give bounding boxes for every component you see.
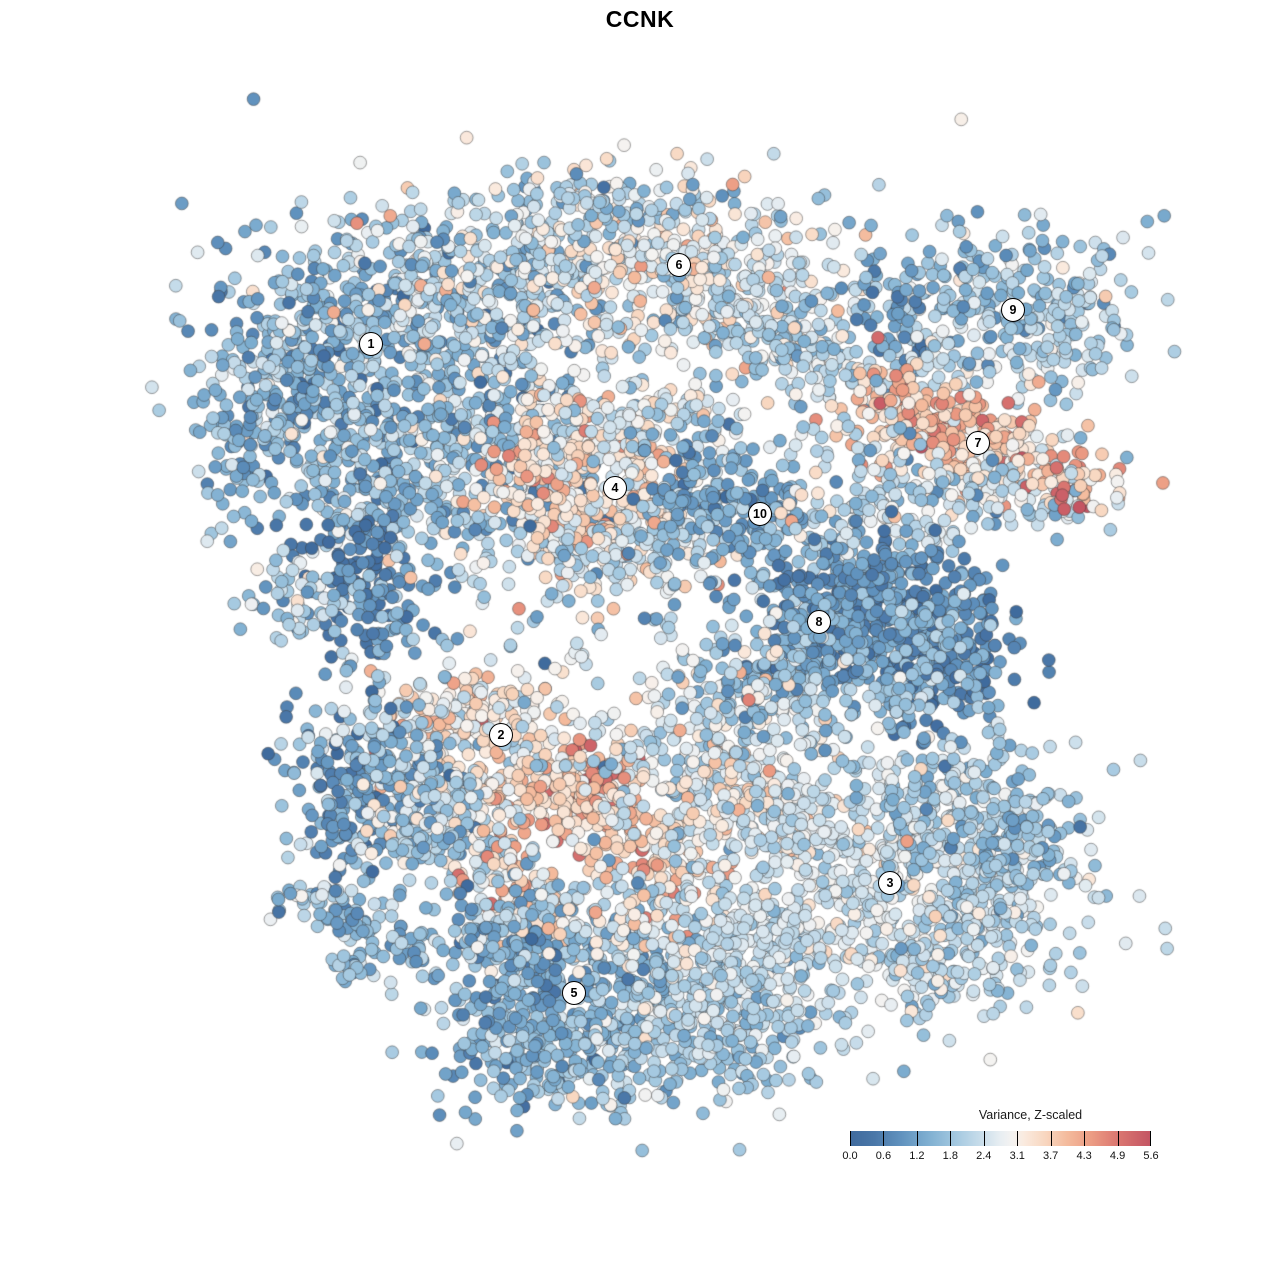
cluster-label-10: 10 bbox=[748, 502, 772, 526]
colorbar-tick-label: 2.4 bbox=[976, 1150, 992, 1162]
colorbar-gradient bbox=[850, 1131, 1151, 1146]
colorbar-title: Variance, Z-scaled bbox=[978, 1108, 1083, 1122]
colorbar-tick-mark bbox=[883, 1131, 885, 1146]
cluster-label-4: 4 bbox=[603, 476, 627, 500]
colorbar-tick-label: 0.6 bbox=[875, 1150, 892, 1162]
colorbar-tick-label: 4.3 bbox=[1076, 1150, 1092, 1162]
cluster-label-6: 6 bbox=[667, 253, 691, 277]
colorbar-tick-mark bbox=[950, 1131, 952, 1146]
colorbar-tick-mark bbox=[1117, 1131, 1119, 1146]
cluster-label-3: 3 bbox=[878, 871, 902, 895]
colorbar-tick-label: 0.0 bbox=[842, 1150, 858, 1162]
colorbar-tick-label: 1.8 bbox=[942, 1150, 958, 1162]
colorbar-tick-label: 1.2 bbox=[909, 1150, 925, 1162]
cluster-label-5: 5 bbox=[562, 981, 586, 1005]
colorbar-tick-mark bbox=[1050, 1131, 1052, 1146]
cluster-label-7: 7 bbox=[966, 431, 990, 455]
cluster-label-8: 8 bbox=[807, 610, 831, 634]
cluster-label-9: 9 bbox=[1001, 298, 1025, 322]
colorbar-tick-label: 3.1 bbox=[1009, 1150, 1025, 1162]
colorbar-tick-mark bbox=[983, 1131, 985, 1146]
colorbar-tick-mark bbox=[1084, 1131, 1086, 1146]
cluster-label-1: 1 bbox=[359, 332, 383, 356]
colorbar-tick-label: 5.6 bbox=[1143, 1150, 1159, 1162]
colorbar-tick-mark bbox=[850, 1131, 851, 1146]
colorbar-tick-mark bbox=[1017, 1131, 1019, 1146]
colorbar-tick-mark bbox=[916, 1131, 918, 1146]
colorbar-tick-label: 4.9 bbox=[1109, 1150, 1126, 1162]
colorbar-tick-label: 3.7 bbox=[1043, 1150, 1059, 1162]
cluster-label-2: 2 bbox=[489, 723, 513, 747]
colorbar-tick-mark bbox=[1150, 1131, 1151, 1146]
